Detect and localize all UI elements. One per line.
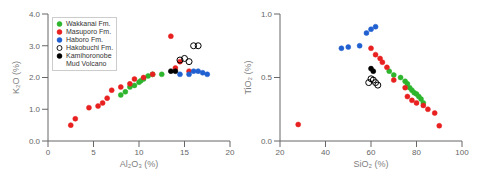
svg-text:60: 60 [367,148,376,157]
svg-text:0.5: 0.5 [261,73,273,82]
svg-text:0.0: 0.0 [29,137,41,146]
svg-text:0.0: 0.0 [261,137,273,146]
svg-text:20: 20 [226,148,235,157]
svg-text:K₂O (%): K₂O (%) [11,61,21,94]
html-text:Haboro Fm.: Haboro Fm. [66,36,103,43]
svg-text:5: 5 [91,148,96,157]
html-text:Hakobuchi Fm.: Hakobuchi Fm. [66,44,114,51]
svg-text:2.0: 2.0 [29,73,41,82]
svg-text:Al₂O₃ (%): Al₂O₃ (%) [120,159,159,169]
svg-text:TiO₂ (%): TiO₂ (%) [243,60,253,94]
svg-text:15: 15 [180,148,189,157]
html-text:Masuporo Fm.: Masuporo Fm. [66,28,112,35]
svg-text:4.0: 4.0 [29,10,41,19]
svg-text:SiO₂ (%): SiO₂ (%) [354,159,389,169]
svg-text:3.0: 3.0 [29,42,41,51]
html-text:Kamihoronobe Mud Volcano: Kamihoronobe Mud Volcano [66,52,112,67]
svg-text:1.0: 1.0 [261,10,273,19]
svg-text:80: 80 [412,148,421,157]
svg-text:1.0: 1.0 [29,105,41,114]
html-text:Wakkanai Fm.: Wakkanai Fm. [66,20,111,27]
svg-text:40: 40 [321,148,330,157]
svg-text:0: 0 [46,148,51,157]
svg-text:20: 20 [276,148,285,157]
svg-text:10: 10 [135,148,144,157]
svg-text:100: 100 [455,148,469,157]
